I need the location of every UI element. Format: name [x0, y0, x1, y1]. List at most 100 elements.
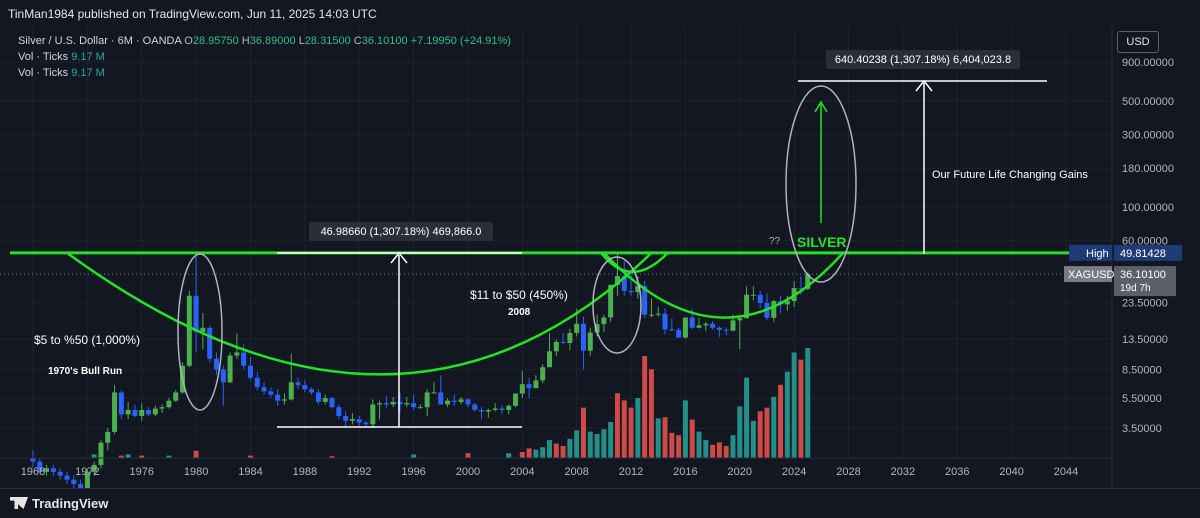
volume-bar	[805, 348, 811, 458]
year-tick-label: 1984	[238, 466, 262, 478]
candle-body	[200, 327, 206, 333]
candle-body	[580, 323, 586, 351]
volume-bar	[139, 455, 145, 458]
candle-body	[560, 341, 566, 344]
year-tick-label: 1972	[75, 466, 99, 478]
candle-body	[84, 471, 90, 488]
volume-bar	[635, 398, 641, 458]
candle-body	[676, 329, 682, 338]
legend-low-label: L	[298, 35, 305, 47]
candle-body	[506, 405, 512, 410]
candle-body	[655, 313, 661, 315]
year-tick-label: 2036	[945, 466, 969, 478]
candle-body	[723, 329, 729, 331]
candle-body	[44, 468, 50, 472]
year-tick-label: 2016	[673, 466, 697, 478]
candle-body	[594, 324, 600, 333]
handle-curve	[600, 251, 669, 274]
volume-bar	[166, 455, 172, 458]
year-tick-label: 2028	[836, 466, 860, 478]
volume-bar	[744, 377, 750, 458]
candle-body	[805, 274, 811, 289]
price-tick-label: 900.00000	[1122, 57, 1174, 69]
candle-body	[587, 332, 593, 351]
year-tick-label: 1992	[347, 466, 371, 478]
price-tick-label: 100.00000	[1122, 202, 1174, 214]
price-tick-label: 60.00000	[1122, 236, 1168, 248]
candle-body	[621, 276, 627, 291]
publish-bar: TinMan1984 published on TradingView.com,…	[0, 0, 1200, 26]
candle-body	[383, 403, 389, 405]
year-tick-label: 2024	[782, 466, 806, 478]
legend-high-label: H	[241, 35, 250, 47]
volume-bar	[655, 418, 661, 458]
candle-body	[57, 471, 63, 476]
candle-body	[771, 301, 777, 318]
price-tick-label: 500.00000	[1122, 96, 1174, 108]
candle-body	[601, 317, 607, 325]
candle-body	[329, 398, 335, 408]
volume-bar	[580, 407, 586, 458]
high-price-box	[1114, 244, 1182, 261]
candle-body	[220, 369, 226, 383]
footer-bar: TradingView	[0, 488, 1200, 518]
legend-change: +7.19950 (+24.91%)	[410, 35, 511, 47]
volume-bar	[737, 406, 743, 458]
candle-body	[628, 290, 634, 293]
top-measure-label: 640.40238 (1,307.18%) 6,404,023.8	[835, 54, 1011, 66]
candle-body	[139, 409, 145, 416]
tradingview-logo[interactable]: TradingView	[10, 496, 108, 511]
candle-body	[438, 392, 444, 405]
year-tick-label: 2004	[510, 466, 534, 478]
volume-bar	[750, 420, 756, 458]
candle-body	[479, 409, 485, 412]
candle-body	[247, 365, 253, 378]
question-label: ??	[769, 236, 781, 247]
currency-button[interactable]: USD	[1117, 31, 1159, 53]
volume-bar	[526, 448, 532, 458]
candle-body	[513, 393, 519, 406]
candle-body	[458, 399, 464, 402]
candle-body	[744, 294, 750, 319]
price-chart[interactable]: 46.98660 (1,307.18%) 469,866.0 640.40238 …	[0, 0, 1200, 488]
candle-body	[173, 392, 179, 401]
run-1970-label: $5 to %50 (1,000%)	[34, 333, 140, 347]
candle-body	[159, 407, 165, 409]
year-tick-label: 2000	[456, 466, 480, 478]
candle-body	[445, 400, 451, 405]
candle-body	[411, 403, 417, 408]
candle-body	[635, 285, 641, 293]
candle-body	[349, 419, 355, 421]
mid-measure-label: 46.98660 (1,307.18%) 469,866.0	[321, 226, 482, 238]
volume-bar	[553, 443, 559, 458]
candle-body	[703, 323, 709, 326]
candle-body	[343, 415, 349, 421]
volume-bar	[784, 371, 790, 458]
candle-body	[553, 341, 559, 352]
symbol-label: XAGUSD	[1068, 269, 1115, 281]
candle-body	[737, 318, 743, 321]
high-label: High	[1086, 248, 1109, 260]
candle-body	[288, 382, 294, 400]
candle-body	[465, 399, 471, 405]
volume-bar	[791, 352, 797, 458]
volume-bar	[642, 356, 648, 458]
tradingview-brand: TradingView	[32, 496, 109, 511]
publish-info: TinMan1984 published on TradingView.com,…	[8, 7, 377, 21]
tradingview-logo-icon	[10, 497, 28, 509]
volume-bar	[648, 369, 654, 458]
volume-bar	[547, 440, 552, 458]
legend-volume-value: 9.17 M	[71, 51, 105, 63]
mid-measure-box	[309, 222, 493, 241]
candle-body	[336, 407, 342, 416]
price-tick-label: 8.50000	[1122, 364, 1162, 376]
year-tick-label: 2008	[564, 466, 588, 478]
volume-bar	[587, 431, 593, 458]
ellipse-future	[785, 85, 857, 283]
volume-bar	[716, 442, 722, 458]
legend-volume-label-2: Vol · Ticks	[18, 67, 69, 79]
candle-body	[363, 422, 369, 425]
volume-bar	[676, 435, 682, 458]
volume-bar	[574, 430, 580, 458]
price-tick-label: 5.50000	[1122, 393, 1162, 405]
